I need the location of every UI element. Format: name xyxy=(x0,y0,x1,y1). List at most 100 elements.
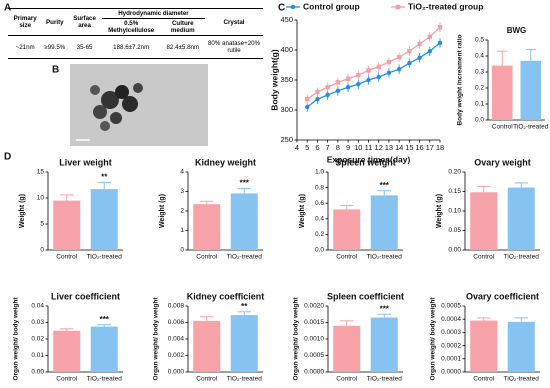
y-tick-label: 250 xyxy=(280,135,293,144)
table-cell: 188.6±7.2nm xyxy=(101,35,161,59)
x-tick-label: 18 xyxy=(436,143,444,152)
data-point xyxy=(437,25,443,30)
x-tick-label: Control xyxy=(56,254,78,261)
x-tick-label: 4 xyxy=(295,143,299,152)
y-tick-label: 0.0004 xyxy=(441,316,461,323)
table-cell: ~21nm xyxy=(8,35,43,59)
y-tick-label: 0.0003 xyxy=(441,329,461,336)
y-axis-label: Weight (g) xyxy=(436,194,443,228)
y-tick-label: 15 xyxy=(37,169,45,176)
x-tick-label: 8 xyxy=(336,143,340,152)
bar xyxy=(193,320,221,372)
data-point xyxy=(315,89,320,95)
y-tick-label: 0.15 xyxy=(448,188,461,195)
x-tick-label: Control xyxy=(492,124,514,131)
y-tick-label: 0 xyxy=(180,247,184,254)
x-tick-label: Control xyxy=(336,376,358,383)
table-group-header: Hydrodynamic diameter xyxy=(101,8,206,19)
y-tick-label: 0.01 xyxy=(31,352,44,359)
y-tick-label: 10 xyxy=(37,195,45,202)
bar xyxy=(370,317,398,372)
legend-label: TiO₂-treated group xyxy=(408,1,483,11)
data-point xyxy=(437,40,443,45)
data-point xyxy=(396,67,402,72)
data-point xyxy=(366,68,371,73)
chart-title: Ovary weight xyxy=(474,157,531,167)
bar xyxy=(470,192,498,250)
data-table: Primary size Purity Surface area Hydrody… xyxy=(8,8,263,59)
data-point xyxy=(386,59,392,65)
significance: *** xyxy=(380,304,390,313)
legend-marker xyxy=(290,4,296,10)
x-tick-label: Control xyxy=(336,254,358,261)
y-axis-label: Body weight increament ratio xyxy=(457,34,464,125)
y-tick-label: 400 xyxy=(280,45,293,54)
x-tick-label: 7 xyxy=(326,143,330,152)
y-tick-label: 0.0005 xyxy=(441,303,461,310)
x-tick-label: 16 xyxy=(415,143,423,152)
y-tick-label: 0.03 xyxy=(31,319,44,326)
chart-title: Kidney weight xyxy=(195,157,256,167)
y-tick-label: 0.05 xyxy=(448,227,461,234)
y-axis-label: Organ weight/ body weight xyxy=(430,297,437,381)
x-tick-label: 17 xyxy=(426,143,434,152)
significance: *** xyxy=(240,179,250,188)
data-line xyxy=(306,42,441,108)
data-point xyxy=(356,73,361,78)
chart-title: Liver weight xyxy=(59,157,112,167)
x-tick-label: Control xyxy=(473,376,495,383)
y-tick-label: 300 xyxy=(280,105,293,114)
x-tick-label: 10 xyxy=(354,143,362,152)
y-tick-label: 0.0000 xyxy=(304,369,324,376)
y-tick-label: 0.000 xyxy=(168,369,185,376)
x-tick-label: 6 xyxy=(315,143,319,152)
data-point xyxy=(305,104,310,110)
y-tick-label: 0.00 xyxy=(448,247,461,254)
chart-title: Kidney coefficient xyxy=(187,291,265,301)
y-tick-label: 0.02 xyxy=(31,336,44,343)
data-point xyxy=(427,34,432,39)
x-tick-label: 13 xyxy=(385,143,393,152)
data-point xyxy=(356,82,361,87)
y-tick-label: 0.6 xyxy=(315,200,324,207)
y-tick-label: 0.006 xyxy=(168,319,185,326)
x-tick-label: 15 xyxy=(405,143,413,152)
data-point xyxy=(417,55,422,60)
y-tick-label: 0.0002 xyxy=(441,342,461,349)
bar xyxy=(507,187,535,250)
significance: *** xyxy=(100,315,110,324)
chart-title: Liver coefficient xyxy=(51,291,120,301)
x-tick-label: TiO₂-treated xyxy=(513,124,549,131)
table-subheader: Culture medium xyxy=(170,20,195,34)
table-cell: 35-65 xyxy=(67,35,102,59)
chart-title: Spleen weight xyxy=(335,157,396,167)
y-tick-label: 4 xyxy=(180,169,184,176)
data-point xyxy=(325,92,330,98)
y-axis-label: Weight (g) xyxy=(19,194,26,228)
bar xyxy=(193,204,221,250)
y-tick-label: 0.00 xyxy=(31,369,44,376)
bar xyxy=(230,193,258,250)
x-tick-label: TiO₂-treated xyxy=(227,376,263,383)
x-tick-label: 5 xyxy=(305,143,309,152)
x-tick-label: TiO₂-treated xyxy=(87,376,123,383)
bar xyxy=(520,60,542,120)
y-tick-label: 2 xyxy=(180,208,184,215)
significance: ** xyxy=(241,302,248,311)
bar xyxy=(333,325,361,372)
y-tick-label: 0.4 xyxy=(315,216,324,223)
y-tick-label: 0.0010 xyxy=(304,336,324,343)
data-point xyxy=(386,70,392,76)
y-tick-label: 0 xyxy=(40,247,44,254)
panel-label: A xyxy=(4,3,11,14)
y-tick-label: 0.0 xyxy=(315,247,324,254)
bar xyxy=(370,195,398,250)
chart-title: BWG xyxy=(507,26,527,35)
x-tick-label: Control xyxy=(196,254,218,261)
y-axis-label: Organ weight/ body weight xyxy=(153,297,160,381)
y-tick-label: 0.002 xyxy=(168,352,185,359)
y-axis-label: Organ weight/ body weight xyxy=(13,297,20,381)
y-tick-label: 0.2 xyxy=(315,231,324,238)
data-point xyxy=(335,88,341,94)
